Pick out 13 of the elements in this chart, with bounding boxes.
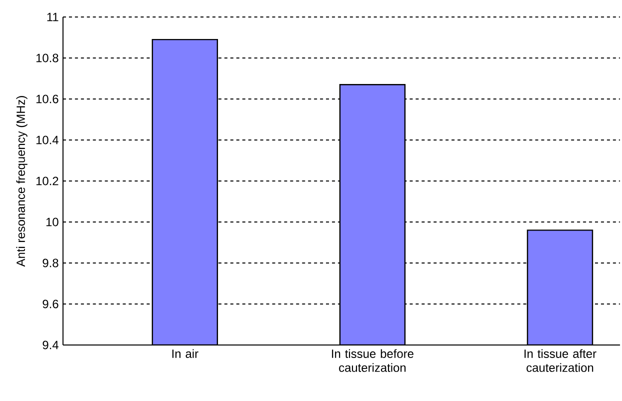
x-tick-label: In air: [172, 349, 198, 358]
x-tick-label: In tissue after cauterization: [524, 349, 596, 372]
y-tick-label: 10.6: [36, 94, 58, 104]
y-tick-label: 9.6: [42, 300, 58, 308]
x-tick-label: In tissue before cauterization: [332, 349, 414, 372]
y-axis-title: Anti resonance frequency (MHz): [16, 96, 28, 267]
y-tick-label: 10.8: [36, 54, 58, 62]
y-tick-label: 9.8: [42, 258, 58, 268]
y-tick-label: 10: [46, 218, 58, 226]
y-tick-label: 9.4: [42, 340, 58, 350]
y-tick-label: 10.4: [36, 136, 58, 144]
y-tick-label: 10.2: [36, 176, 58, 186]
y-tick-label: 11: [47, 12, 58, 22]
